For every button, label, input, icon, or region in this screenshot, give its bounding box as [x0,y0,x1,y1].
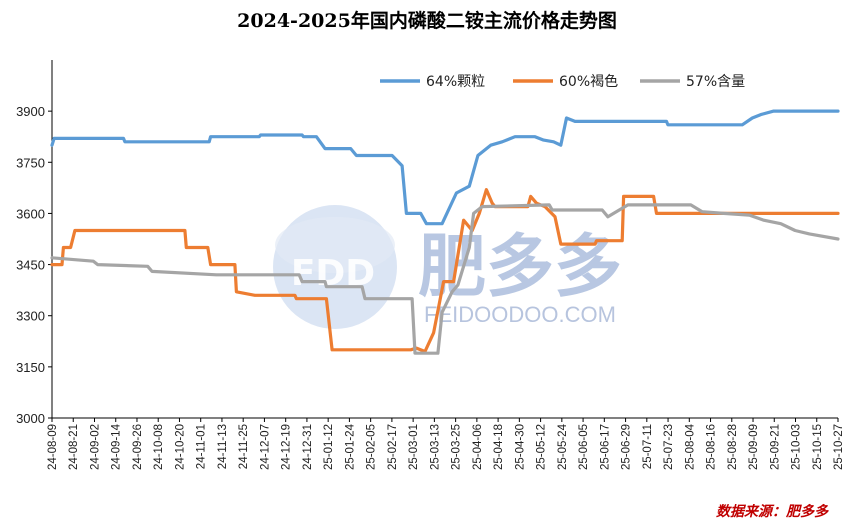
x-tick-label: 25-08-28 [727,424,739,470]
chart-title: 2024-2025年国内磷酸二铵主流价格走势图 [237,9,617,32]
x-tick-label: 25-02-17 [387,424,399,470]
source-note: 数据来源：肥多多 [716,503,829,520]
x-tick-label: 25-09-09 [748,424,760,470]
x-tick-label: 25-03-01 [408,424,420,470]
x-tick-label: 24-11-01 [196,424,208,469]
legend-label-1: 64%颗粒 [426,74,485,90]
x-tick-label: 24-09-26 [132,424,144,470]
x-tick-label: 25-05-24 [557,423,569,470]
x-tick-label: 25-10-27 [833,424,845,470]
x-tick-label: 24-08-21 [68,424,80,470]
legend-label-2: 60%褐色 [559,73,618,90]
x-tick-label: 25-06-29 [621,424,633,470]
x-tick-label: 25-03-13 [429,424,441,470]
x-tick-label: 24-12-31 [302,424,314,470]
x-tick-label: 25-05-12 [536,424,548,470]
x-tick-label: 25-06-17 [599,424,611,470]
x-tick-label: 25-06-05 [578,424,590,470]
x-tick-label: 24-12-19 [281,424,293,470]
y-tick-label: 3600 [16,206,45,221]
x-tick-label: 25-01-24 [344,423,356,470]
x-tick-label: 25-04-18 [493,424,505,470]
series-line-1 [50,109,840,226]
axes: 3000 3150 3300 3450 3600 3750 3900 24-08-09 24-0… [16,60,845,470]
legend: 64%颗粒 60%褐色 57%含量 [380,73,745,90]
x-tick-label: 25-04-30 [514,424,526,470]
watermark-url: FEIDOODOO.COM [424,302,616,327]
x-tick-label: 25-07-11 [642,424,654,469]
y-tick-label: 3000 [16,411,45,426]
x-tick-label: 24-10-20 [174,424,186,470]
x-tick-label: 24-12-07 [259,424,271,470]
x-tick-label: 25-01-12 [323,424,335,470]
x-tick-label: 25-02-05 [366,424,378,470]
y-tick-label: 3750 [16,155,45,170]
x-tick-label: 25-07-23 [663,424,675,470]
series-line-3 [50,203,840,355]
y-tick-label: 3900 [16,104,45,119]
x-tick-label: 25-09-21 [769,424,781,470]
series-line-2 [50,188,840,354]
x-tick-label: 25-03-25 [451,424,463,470]
x-tick-label: 25-10-03 [791,424,803,470]
watermark-logo: FDD 肥多多 FEIDOODOO.COM [273,205,622,329]
x-tick-label: 25-10-15 [812,424,824,470]
y-tick-label: 3300 [16,309,45,324]
x-tick-label: 24-09-02 [89,424,101,470]
x-tick-label: 24-11-13 [217,424,229,469]
series-layer [50,109,840,355]
x-tick-label: 25-08-04 [684,423,696,470]
watermark-globe-highlight [275,217,395,273]
x-tick-label: 25-04-06 [472,424,484,470]
watermark-name: 肥多多 [418,228,622,307]
x-tick-label: 24-08-09 [47,424,59,470]
y-tick-label: 3150 [16,360,45,375]
y-tick-label: 3450 [16,258,45,273]
x-tick-label: 24-09-14 [111,423,123,470]
x-tick-label: 25-08-16 [706,424,718,470]
x-tick-label: 24-10-08 [153,424,165,470]
legend-label-3: 57%含量 [686,74,745,90]
x-tick-label: 24-11-25 [238,424,250,469]
